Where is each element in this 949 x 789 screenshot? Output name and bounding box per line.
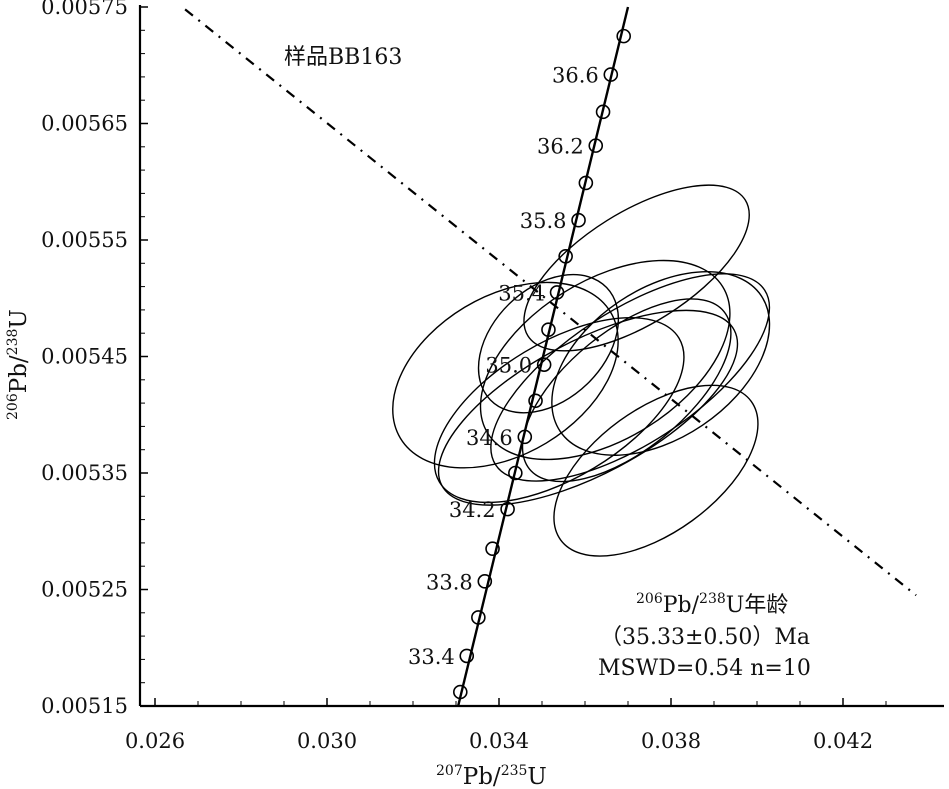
error-ellipse (553, 384, 759, 557)
x-tick-label: 0.038 (641, 729, 701, 753)
annotation-age-title: 206Pb/238U年龄 (636, 591, 788, 618)
concordia-age-marker (616, 28, 632, 44)
concordia-age-label: 35.8 (520, 209, 567, 233)
concordia-age-marker (485, 541, 500, 557)
y-tick-label: 0.00535 (41, 461, 128, 485)
concordia-age-marker (471, 610, 486, 625)
concordia-age-label: 33.4 (408, 645, 455, 669)
concordia-age-labels: 33.4 33.8 34.2 34.6 35.0 35.4 35.8 36.2 36.6 (408, 64, 599, 669)
concordia-age-marker (536, 357, 552, 372)
concordia-age-label: 34.6 (466, 426, 513, 450)
y-tick-label: 0.00545 (41, 345, 128, 369)
concordia-age-markers (452, 28, 632, 700)
concordia-age-label: 35.0 (485, 354, 532, 378)
concordia-age-marker (603, 67, 619, 82)
axis-ticks (140, 6, 887, 707)
concordia-age-marker (588, 138, 604, 153)
y-tick-label: 0.00525 (41, 578, 128, 602)
concordia-age-marker (508, 465, 523, 481)
concordia-age-marker (571, 212, 586, 228)
x-tick-label: 0.030 (297, 729, 357, 753)
concordia-curve (456, 6, 630, 706)
concordia-age-marker (541, 322, 556, 338)
concordia-age-label: 34.2 (449, 498, 496, 522)
concordia-age-marker (595, 104, 611, 120)
concordia-age-marker (500, 501, 515, 517)
regression-line (184, 8, 917, 597)
y-axis-title: 206Pb/238U (5, 309, 32, 420)
concordia-age-label: 36.6 (552, 64, 599, 88)
tick-labels: 0.026 0.030 0.034 0.038 0.042 0.00515 0.00525 0… (41, 0, 873, 753)
concordia-age-marker (517, 429, 533, 445)
x-tick-label: 0.042 (813, 729, 873, 753)
annotation-age-value: （35.33±0.50）Ma (600, 625, 810, 650)
concordia-line (456, 6, 630, 706)
sample-label: 样品BB163 (284, 45, 402, 70)
y-tick-label: 0.00565 (41, 112, 128, 136)
error-ellipse (551, 271, 771, 456)
concordia-age-marker (459, 648, 475, 664)
concordia-age-label: 35.4 (498, 281, 545, 305)
concordia-age-marker (558, 249, 573, 264)
concordia-age-marker (549, 285, 565, 300)
error-ellipses (392, 184, 771, 557)
x-tick-label: 0.034 (469, 729, 529, 753)
error-ellipse (523, 184, 750, 352)
error-ellipse (433, 317, 685, 504)
concordia-age-marker (578, 175, 594, 191)
concordia-age-marker (528, 393, 543, 409)
x-axis-title: 207Pb/235U (436, 763, 547, 789)
error-ellipse (521, 298, 732, 483)
concordia-age-label: 33.8 (426, 570, 473, 594)
annotation-mswd: MSWD=0.54 n=10 (598, 656, 811, 681)
y-tick-label: 0.00515 (41, 694, 128, 718)
regression-line-group (184, 8, 917, 597)
y-tick-label: 0.00555 (41, 228, 128, 252)
concordia-age-marker (452, 684, 468, 700)
error-ellipse (477, 273, 620, 414)
y-tick-label: 0.00575 (41, 0, 128, 19)
concordia-age-label: 36.2 (537, 135, 584, 159)
concordia-age-marker (477, 574, 493, 589)
x-tick-label: 0.026 (125, 729, 185, 753)
